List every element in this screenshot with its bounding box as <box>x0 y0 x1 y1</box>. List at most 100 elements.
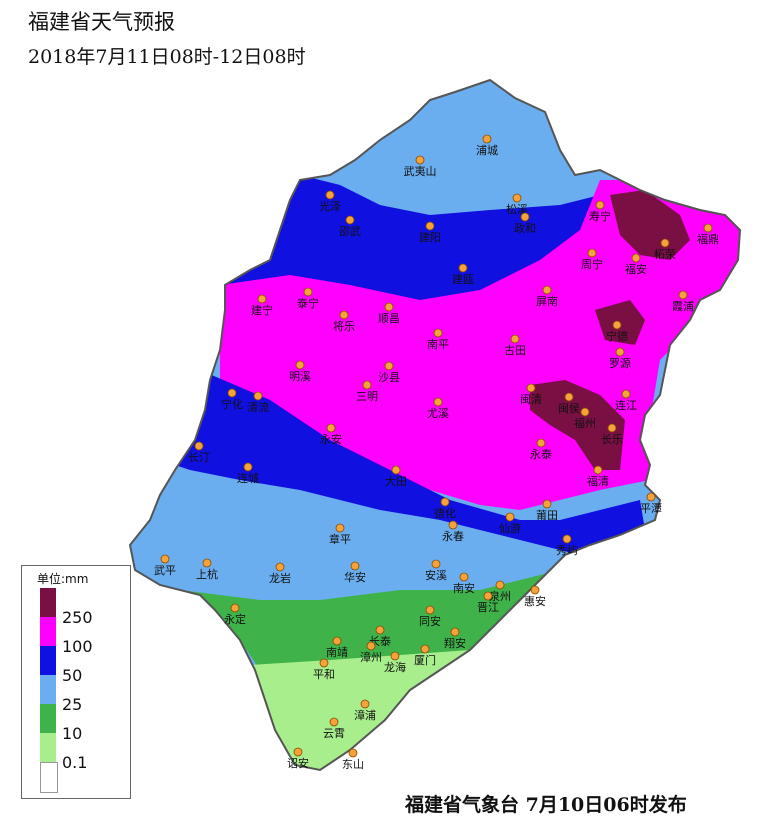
city-dot <box>510 334 520 344</box>
legend-label: 25 <box>62 695 83 714</box>
city-label: 同安 <box>419 614 441 628</box>
city-label: 翔安 <box>444 636 466 650</box>
city-marker: 连城 <box>237 462 259 485</box>
city-marker: 松溪 <box>506 193 528 216</box>
city-marker: 宁化 <box>221 388 243 411</box>
city-dot <box>526 383 536 393</box>
legend-row: 10 <box>40 704 126 743</box>
city-dot <box>562 534 572 544</box>
legend-row <box>40 762 126 793</box>
city-marker: 霞浦 <box>672 290 694 313</box>
city-marker: 明溪 <box>289 360 311 383</box>
city-label: 仙游 <box>499 522 521 535</box>
city-label: 福州 <box>574 416 596 430</box>
city-marker: 将乐 <box>333 310 355 333</box>
city-label: 宁化 <box>221 397 243 411</box>
city-marker: 漳州 <box>360 641 382 664</box>
city-label: 长汀 <box>188 451 210 464</box>
city-dot <box>319 658 329 668</box>
city-dot <box>448 520 458 530</box>
city-dot <box>425 605 435 615</box>
city-label: 惠安 <box>524 594 546 608</box>
city-marker: 顺昌 <box>378 302 400 325</box>
city-label: 永安 <box>320 432 342 446</box>
legend: 单位:mm 250 100 50 25 10 0.1 <box>21 565 131 799</box>
city-dot <box>348 748 358 758</box>
city-marker: 同安 <box>419 605 441 628</box>
heavy-rain-fuzhou <box>530 380 625 470</box>
city-marker: 惠安 <box>524 585 546 608</box>
city-label: 顺昌 <box>378 312 400 325</box>
city-marker: 政和 <box>514 212 536 235</box>
city-dot <box>295 360 305 370</box>
city-marker: 福清 <box>587 465 609 488</box>
city-dot <box>660 238 670 248</box>
city-label: 将乐 <box>333 320 355 333</box>
city-dot <box>459 572 469 582</box>
city-label: 龙海 <box>384 660 406 674</box>
city-dot <box>391 465 401 475</box>
city-label: 古田 <box>504 344 526 357</box>
city-label: 永泰 <box>530 447 552 461</box>
city-label: 龙岩 <box>269 571 291 585</box>
city-dot <box>350 561 360 571</box>
city-dot <box>482 134 492 144</box>
city-marker: 清流 <box>247 391 269 414</box>
city-marker: 长乐 <box>601 423 623 446</box>
city-dot <box>227 388 237 398</box>
city-marker: 连江 <box>615 389 637 412</box>
city-marker: 德化 <box>434 497 456 520</box>
city-marker: 翔安 <box>444 627 466 650</box>
city-dot <box>703 223 713 233</box>
city-dot <box>440 497 450 507</box>
city-label: 闽清 <box>520 393 542 406</box>
city-dot <box>366 641 376 651</box>
city-label: 漳州 <box>360 650 382 664</box>
legend-swatch <box>40 762 58 793</box>
city-label: 武平 <box>154 564 176 577</box>
city-marker: 福安 <box>625 253 647 276</box>
legend-label: 250 <box>62 608 93 627</box>
city-dot <box>631 253 641 263</box>
city-marker: 大田 <box>385 465 407 488</box>
city-dot <box>615 347 625 357</box>
heavy-rain-ningde-north <box>610 190 690 260</box>
city-label: 周宁 <box>581 257 603 271</box>
city-label: 莆田 <box>536 509 558 522</box>
city-dot <box>425 221 435 231</box>
city-marker: 平潭 <box>640 492 662 515</box>
city-label: 漳浦 <box>354 708 376 722</box>
city-label: 永定 <box>224 612 246 626</box>
city-marker: 长汀 <box>188 441 210 464</box>
city-label: 秀屿 <box>556 544 578 557</box>
city-label: 安溪 <box>425 568 447 582</box>
city-dot <box>612 320 622 330</box>
legend-label: 0.1 <box>62 753 88 772</box>
city-marker: 厦门 <box>414 644 436 667</box>
city-marker: 周宁 <box>581 248 603 271</box>
legend-row: 0.1 <box>40 733 126 772</box>
city-marker: 平和 <box>313 658 335 681</box>
city-dot <box>495 580 505 590</box>
city-marker: 闽清 <box>520 383 542 406</box>
map-subtitle: 2018年7月11日08时-12日08时 <box>28 46 306 68</box>
city-dot <box>450 627 460 637</box>
city-label: 霞浦 <box>672 300 694 313</box>
legend-row: 50 <box>40 646 126 685</box>
city-dot <box>678 290 688 300</box>
city-label: 闽侯 <box>558 401 580 415</box>
city-dot <box>339 310 349 320</box>
city-marker: 福州 <box>574 407 596 430</box>
city-marker: 华安 <box>344 561 366 584</box>
city-label: 南安 <box>453 581 475 595</box>
city-dot <box>564 392 574 402</box>
city-label: 福鼎 <box>697 232 719 246</box>
city-label: 平潭 <box>640 502 662 515</box>
city-marker: 邵武 <box>339 215 361 238</box>
city-dot <box>621 389 631 399</box>
legend-swatch <box>40 646 56 675</box>
city-dot <box>483 591 493 601</box>
city-label: 柘荣 <box>654 247 676 261</box>
city-dot <box>253 391 263 401</box>
